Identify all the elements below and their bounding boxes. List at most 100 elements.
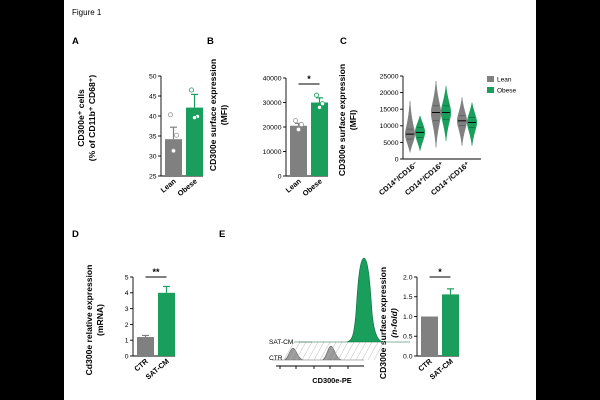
panel-label-a: A xyxy=(72,36,79,47)
panel-b-ytick-label: 0 xyxy=(278,173,282,180)
panel-d-ytick-label: 5 xyxy=(125,274,129,281)
panel-c-violin-obese xyxy=(414,114,426,151)
panel-c-ylabel-2: (MFI) xyxy=(348,110,358,131)
panel-b-bar-obese xyxy=(311,102,328,176)
panel-d-ylabel-2: (mRNA) xyxy=(95,304,105,336)
panel-b-xtick-obese: Obese xyxy=(301,177,324,198)
panel-c-ytick-label: 25000 xyxy=(380,73,399,80)
panel-a-data-point xyxy=(168,112,174,118)
panel-d-ytick-label: 2 xyxy=(125,322,129,329)
panel-a-ytick-label: 45 xyxy=(149,93,157,100)
histogram-depth-hatch xyxy=(283,341,295,361)
panel-b-ytick-label: 10000 xyxy=(263,149,282,156)
panel-b-data-point xyxy=(319,101,325,107)
panel-label-b: B xyxy=(207,36,214,47)
panel-e2-ytick-label: 1.0 xyxy=(403,314,413,321)
panel-d-ytick-label: 4 xyxy=(125,290,129,297)
histogram-depth-hatch xyxy=(373,341,385,361)
panel-b-data-point xyxy=(295,126,301,132)
panel-d-ylabel-1: Cd300e relative expression xyxy=(84,265,94,376)
histogram-depth-hatch xyxy=(337,341,349,361)
figure-title: Figure 1 xyxy=(72,8,102,17)
histogram-depth-hatch xyxy=(343,341,355,361)
panel-a-data-point xyxy=(189,87,195,93)
panel-e2-significance-label: * xyxy=(438,267,442,277)
panel-label-e: E xyxy=(219,229,225,240)
panel-a-data-point xyxy=(174,132,180,138)
panel-c-ytick-label: 5000 xyxy=(383,140,398,147)
panel-c-ylabel-1: CD300e surface expression xyxy=(337,64,347,176)
panel-b-ytick-label: 40000 xyxy=(263,75,282,82)
panel-b-data-point xyxy=(316,104,322,110)
panel-e2-ylabel-2: (n-fold) xyxy=(389,308,399,338)
legend-label-lean: Lean xyxy=(497,77,512,84)
panel-e2-bar-ctr xyxy=(421,316,438,356)
legend-swatch-obese xyxy=(487,87,494,93)
histogram-depth-hatch xyxy=(289,341,301,361)
panel-e2-ylabel-1: CD300e surface expression xyxy=(378,267,388,379)
panel-label-c: C xyxy=(340,36,347,47)
panel-e2-ytick-label: 1.5 xyxy=(403,294,413,301)
panel-a-ylabel-1: CD300e⁺ cells xyxy=(76,89,86,147)
panel-d-significance-label: ** xyxy=(152,267,160,277)
panel-b-data-point xyxy=(298,122,304,128)
panel-e2-ytick-label: 0.5 xyxy=(403,334,413,341)
histogram-satcm-curve xyxy=(294,257,410,343)
histogram-ctr-curve xyxy=(272,345,364,361)
figure-panel: Figure 1 A B C D E CD300e⁺ cells (% of C… xyxy=(64,0,536,400)
histogram-depth-hatch xyxy=(361,341,373,361)
panel-b-ytick-label: 20000 xyxy=(263,124,282,131)
panel-d-xtick-sat-cm: SAT-CM xyxy=(144,357,171,382)
panel-e2-xtick-sat-cm: SAT-CM xyxy=(428,357,455,382)
histogram-depth-hatch xyxy=(295,341,307,361)
panel-c-legend: Lean Obese xyxy=(487,76,517,95)
panel-c-violin-lean xyxy=(456,97,468,146)
figure-canvas: Figure 1 A B C D E CD300e⁺ cells (% of C… xyxy=(72,8,517,385)
panel-c-violin-lean xyxy=(430,80,442,148)
panel-c-ytick-label: 10000 xyxy=(380,123,399,130)
histogram-depth-hatch xyxy=(307,341,319,361)
panel-d-ytick-label: 1 xyxy=(125,338,129,345)
hist-xlabel: CD300e-PE xyxy=(312,376,352,385)
panel-a-ytick-label: 50 xyxy=(149,73,157,80)
panel-a-ylabel-2: (% of CD11b⁺ CD68⁺) xyxy=(87,75,97,162)
panel-c-violin-obese xyxy=(440,85,452,141)
panel-b-ylabel-2: (MFI) xyxy=(219,105,229,126)
panel-label-d: D xyxy=(72,229,79,240)
panel-c-ytick-label: 15000 xyxy=(380,107,399,114)
panel-a-ytick-label: 30 xyxy=(149,153,157,160)
panel-c-violin-obese xyxy=(466,102,478,146)
panel-a-bar-obese xyxy=(186,107,203,176)
histogram-depth-hatch xyxy=(367,341,379,361)
panel-b-data-point xyxy=(313,92,319,98)
hist-series-label-ctr: CTR xyxy=(269,355,283,362)
panel-d-bar-sat-cm xyxy=(158,292,175,356)
panel-a-ytick-label: 35 xyxy=(149,133,157,140)
panel-c-ytick-label: 20000 xyxy=(380,90,399,97)
panel-d-ytick-label: 3 xyxy=(125,306,129,313)
panel-e2-ytick-label: 0.0 xyxy=(403,353,413,360)
panel-c-violin-lean xyxy=(404,100,416,153)
panel-b-bar-lean xyxy=(290,125,307,176)
histogram-depth-hatch xyxy=(301,341,313,361)
panel-e2-ytick-label: 2.0 xyxy=(403,274,413,281)
panel-d-ytick-label: 0 xyxy=(125,353,129,360)
panel-b-ytick-label: 30000 xyxy=(263,100,282,107)
histogram-e: SAT-CM CTR CD300e-PE xyxy=(269,339,352,385)
panel-e2-bar-sat-cm xyxy=(442,294,459,356)
panel-d-bar-ctr xyxy=(137,337,154,356)
panel-a-bar-lean xyxy=(165,139,182,176)
panel-a-data-point xyxy=(191,115,197,121)
panel-b-ylabel-1: CD300e surface expression xyxy=(208,59,218,171)
panel-b-data-point xyxy=(292,118,298,124)
legend-swatch-lean xyxy=(487,76,494,82)
hist-series-label-satcm: SAT-CM xyxy=(269,339,293,346)
panel-a-data-point xyxy=(171,148,177,154)
histogram-depth-hatch xyxy=(313,341,325,361)
histogram-depth-hatch xyxy=(319,341,331,361)
histogram-depth-hatch xyxy=(325,341,337,361)
panel-b-significance-label: * xyxy=(307,74,311,84)
histogram-depth-hatch xyxy=(349,341,361,361)
panel-c-ytick-label: 0 xyxy=(395,156,399,163)
panel-a-xtick-obese: Obese xyxy=(176,177,199,198)
